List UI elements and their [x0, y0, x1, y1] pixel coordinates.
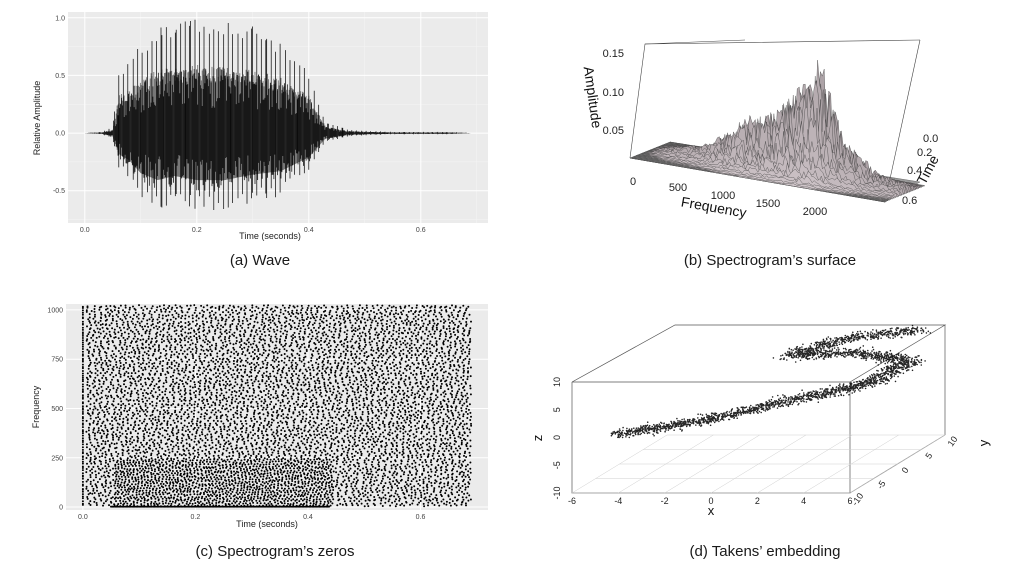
takens-panel: -6 -4 -2 0 2 4 6 -10 -5 0 5 10 -10 -5 0 5 10 x z y [530, 305, 1000, 530]
takens-ytick-label: 10 [946, 434, 960, 448]
zeros-panel: 0.0 0.2 0.4 0.6 1000 750 500 250 0 Time (seconds… [30, 300, 500, 534]
surface-ytick-label: 0.2 [917, 147, 932, 159]
surface-mesh [629, 60, 926, 203]
surface-ridge [630, 157, 887, 202]
surface-xtick-label: 1500 [756, 198, 780, 210]
wave-ylabel: Relative Amplitude [32, 81, 42, 156]
takens-ztick-label: -5 [552, 461, 562, 469]
caption-surface: (b) Spectrogram’s surface [683, 252, 857, 269]
takens-xtick-label: -4 [614, 496, 622, 506]
wave-panel: 0.0 0.2 0.4 0.6 1.0 0.5 0.0 -0.5 Time (seconds)… [28, 8, 500, 248]
surface-xtick-label: 1000 [711, 190, 735, 202]
wave-ytick-label: 0.5 [55, 73, 65, 80]
takens-ytick-label: 5 [923, 451, 934, 461]
caption-zeros: (c) Spectrogram’s zeros [195, 543, 355, 560]
surface-ytick-label: 0.0 [923, 133, 938, 145]
surface-ztick-label: 0.05 [603, 125, 624, 137]
surface-ridge [629, 157, 886, 203]
wave-ytick-label: 0.0 [55, 131, 65, 138]
takens-zlabel: z [530, 435, 545, 442]
wave-marks [85, 19, 471, 210]
surface-ytick-label: 0.4 [907, 165, 922, 177]
zeros-xtick-label: 0.6 [416, 514, 426, 521]
surface-xtick-label: 0 [630, 176, 636, 188]
surface-ticks: 0.05 0.10 0.15 0 500 1000 1500 2000 0.0 0.2 0.4 0.6 [603, 48, 939, 218]
zeros-ytick-label: 500 [51, 406, 63, 413]
zeros-xtick-label: 0.0 [78, 514, 88, 521]
wave-xtick-label: 0.6 [416, 227, 426, 234]
wave-ytick-label: 1.0 [55, 15, 65, 22]
takens-ztick-label: 10 [552, 377, 562, 387]
surface-panel: 0.05 0.10 0.15 0 500 1000 1500 2000 0.0 0.2 0.4 0.6… [575, 30, 975, 242]
takens-xtick-label: 2 [755, 496, 760, 506]
zeros-ytick-label: 750 [51, 357, 63, 364]
surface-ridge [634, 155, 890, 201]
takens-ztick-label: 0 [552, 435, 562, 440]
zeros-xlabel: Time (seconds) [236, 519, 298, 529]
takens-point-cloud [610, 324, 932, 439]
zeros-point-cloud [81, 304, 473, 508]
takens-ytick-label: 0 [900, 465, 911, 475]
zeros-ylabel: Frequency [31, 385, 41, 428]
wave-ticks: 0.0 0.2 0.4 0.6 1.0 0.5 0.0 -0.5 [53, 15, 426, 234]
wave-xlabel: Time (seconds) [239, 231, 301, 241]
surface-ztick-label: 0.15 [603, 48, 624, 60]
surface-zlabel: Amplitude [581, 65, 606, 129]
surface-xtick-label: 2000 [803, 206, 827, 218]
takens-ztick-label: -10 [552, 486, 562, 499]
wave-xtick-label: 0.0 [80, 227, 90, 234]
takens-xtick-label: 4 [801, 496, 806, 506]
takens-xtick-label: 0 [708, 496, 713, 506]
takens-ztick-label: 5 [552, 407, 562, 412]
wave-signal [85, 19, 470, 210]
takens-xtick-label: 6 [847, 496, 852, 506]
caption-takens: (d) Takens’ embedding [689, 543, 841, 560]
zeros-ytick-label: 1000 [47, 307, 63, 314]
zeros-xtick-label: 0.4 [303, 514, 313, 521]
takens-xtick-label: -6 [568, 496, 576, 506]
zeros-ytick-label: 0 [59, 505, 63, 512]
wave-xtick-label: 0.2 [192, 227, 202, 234]
zeros-xtick-label: 0.2 [191, 514, 201, 521]
takens-xlabel: x [708, 503, 715, 518]
surface-ytick-label: 0.6 [902, 195, 917, 207]
caption-wave: (a) Wave [229, 252, 291, 269]
surface-ztick-label: 0.10 [603, 87, 624, 99]
wave-chart: 0.0 0.2 0.4 0.6 1.0 0.5 0.0 -0.5 Time (seconds)… [28, 12, 488, 241]
takens-ytick-label: -5 [875, 479, 888, 491]
zeros-points [81, 304, 473, 508]
surface-xtick-label: 500 [669, 182, 687, 194]
takens-ylabel: y [976, 439, 991, 446]
zeros-ytick-label: 250 [51, 455, 63, 462]
wave-xtick-label: 0.4 [304, 227, 314, 234]
takens-floor-grid [571, 434, 946, 494]
zeros-ticks: 0.0 0.2 0.4 0.6 1000 750 500 250 0 [47, 307, 425, 521]
takens-points [610, 324, 932, 439]
zeros-chart: 0.0 0.2 0.4 0.6 1000 750 500 250 0 Time (seconds… [31, 304, 488, 529]
surface-chart: 0.05 0.10 0.15 0 500 1000 1500 2000 0.0 0.2 0.4 0.6… [581, 39, 942, 221]
takens-xtick-label: -2 [661, 496, 669, 506]
wave-ytick-label: -0.5 [53, 188, 65, 195]
